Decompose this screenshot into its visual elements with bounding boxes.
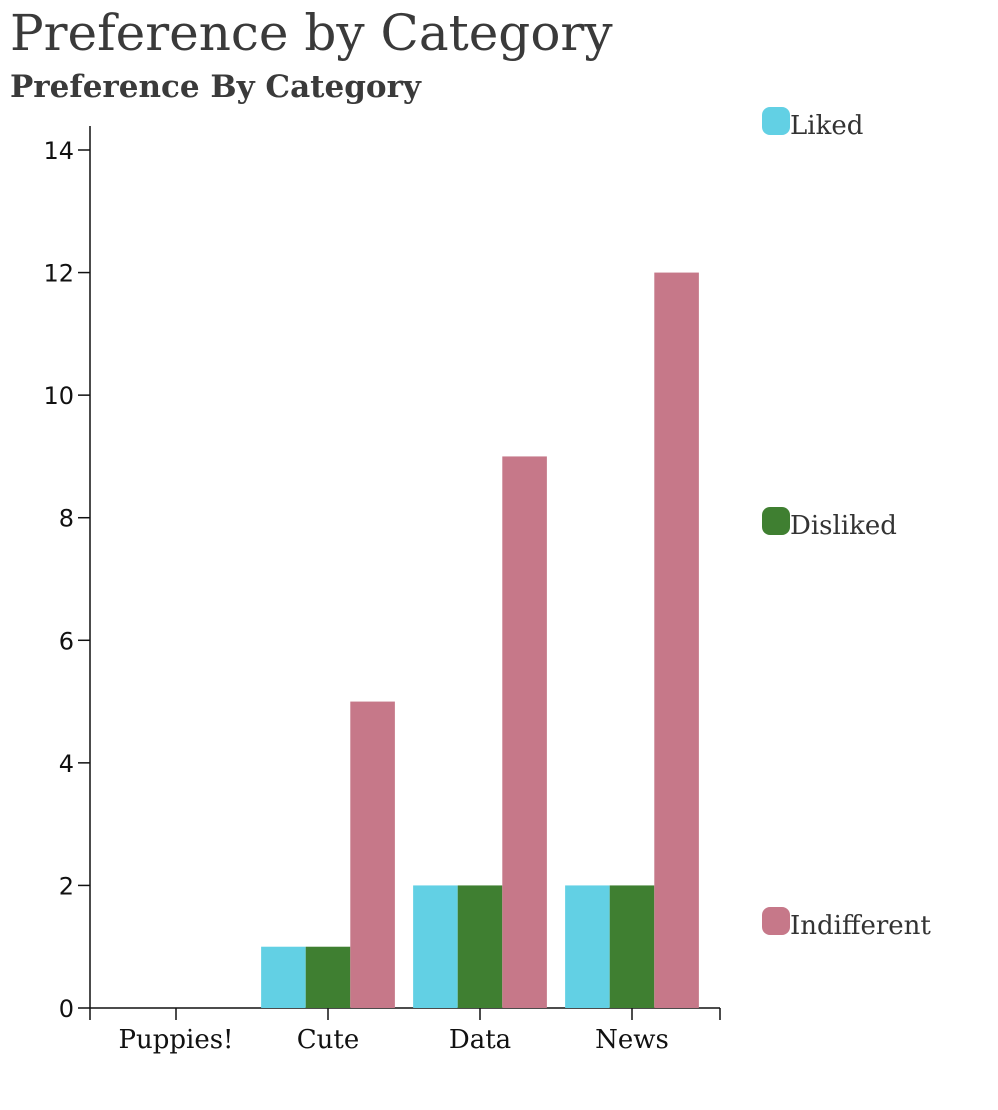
legend-label-disliked: Disliked [790,511,897,541]
legend-swatch-liked [762,107,790,135]
y-tick-label: 14 [43,137,74,165]
x-tick-label: Cute [297,1025,359,1055]
legend-swatch-indifferent [762,907,790,935]
x-tick-label: Puppies! [118,1025,233,1055]
bar-liked [261,946,306,1008]
bar-liked [565,885,610,1008]
bar-indifferent [350,701,395,1008]
legend-swatch-disliked [762,507,790,535]
y-tick-label: 6 [59,627,74,655]
bar-indifferent [502,456,547,1008]
bar-disliked [305,946,351,1008]
legend-label-indifferent: Indifferent [790,911,931,941]
legend: Liked Disliked Indifferent [762,107,931,941]
bars [261,272,699,1009]
chart-subtitle: Preference By Category [10,69,421,105]
y-tick-label: 2 [59,872,74,900]
bar-disliked [609,885,655,1008]
y-tick-label: 12 [43,260,74,288]
axes: 0 2 4 6 8 10 12 14 Puppies! Cute Data News [43,126,721,1055]
bar-disliked [457,885,503,1008]
y-tick-label: 0 [59,995,74,1023]
x-tick-label: Data [449,1025,511,1055]
bar-indifferent [654,272,699,1009]
y-tick-label: 8 [59,505,74,533]
chart-title: Preference by Category [10,4,613,62]
bar-liked [413,885,458,1008]
y-tick-label: 4 [59,750,74,778]
x-tick-label: News [595,1025,669,1055]
y-tick-label: 10 [43,382,74,410]
legend-label-liked: Liked [790,111,863,141]
